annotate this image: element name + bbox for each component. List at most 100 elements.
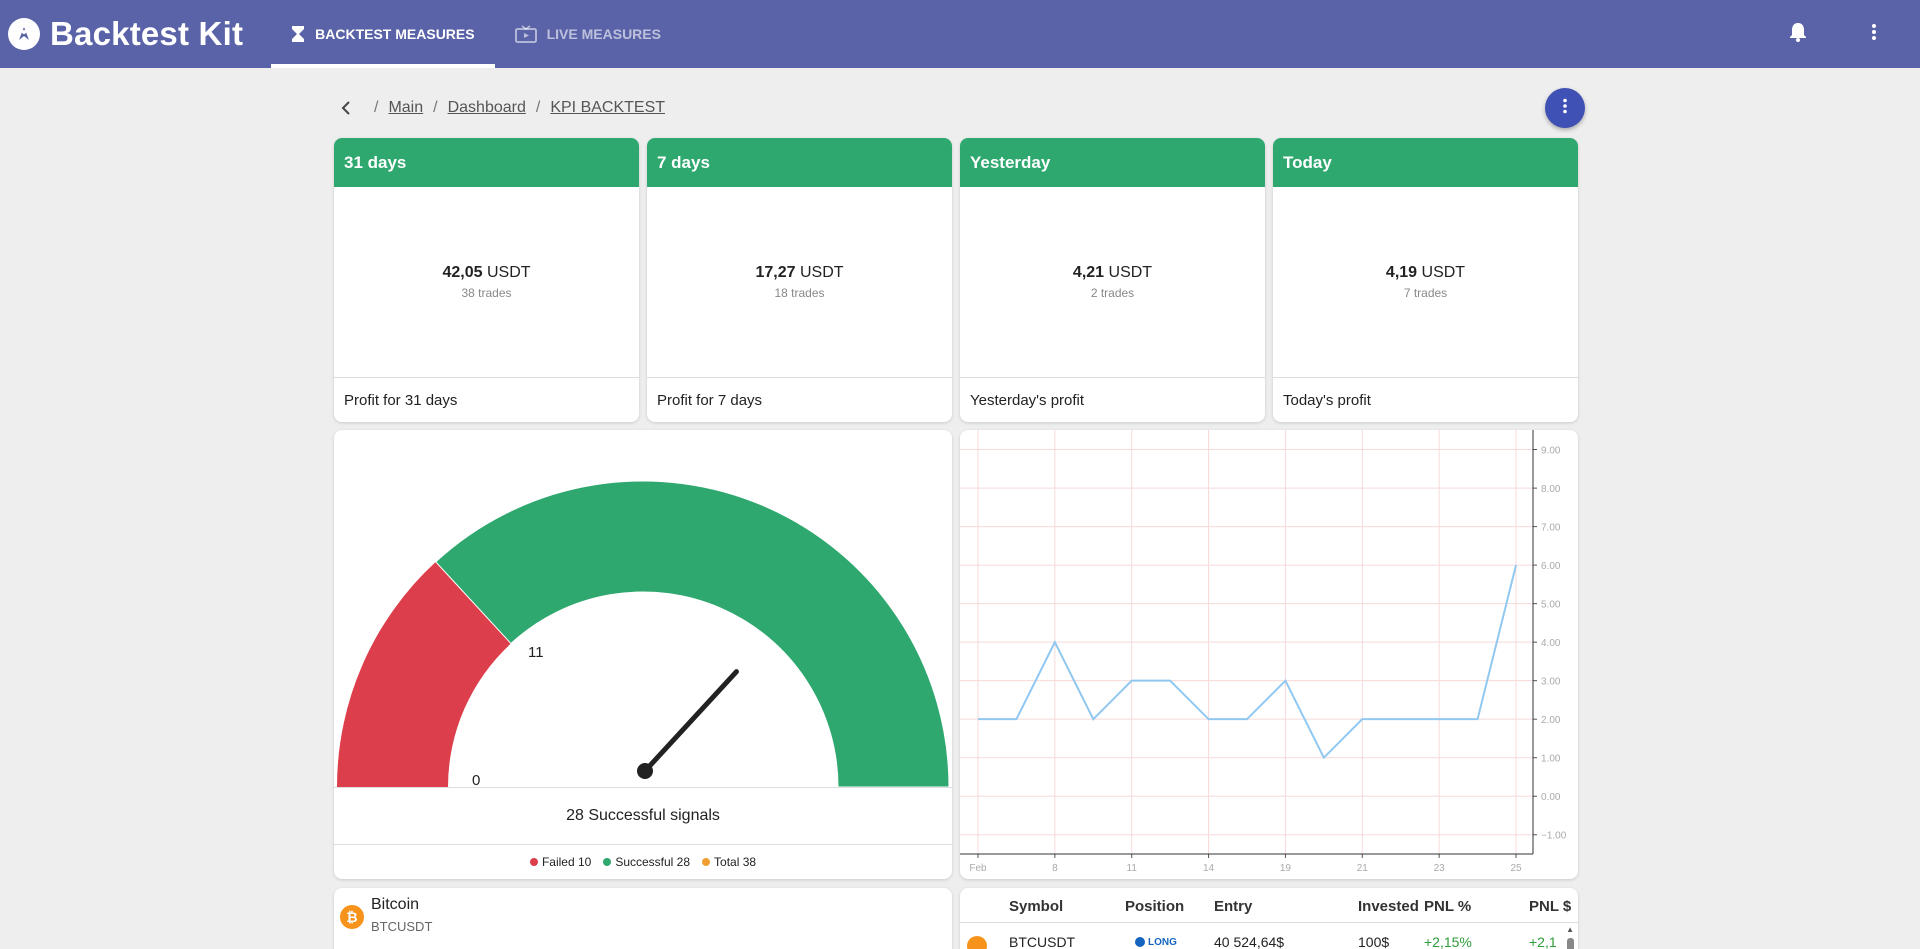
legend-failed: Failed 10 xyxy=(529,855,591,869)
x-tick-label: 21 xyxy=(1357,863,1369,874)
kpi-value: 4,19 USDT xyxy=(1385,264,1466,281)
chevron-left-icon xyxy=(341,101,350,115)
coin-symbol: BTCUSDT xyxy=(371,919,433,934)
logo-icon xyxy=(8,18,40,50)
cell-symbol: BTCUSDT xyxy=(1009,934,1076,949)
signals-gauge-card: 0 11 28 Successful signals Failed 10 Suc… xyxy=(334,430,952,879)
y-tick-label: −1.00 xyxy=(1541,831,1567,842)
coin-name: Bitcoin xyxy=(371,896,420,913)
y-tick-label: 9.00 xyxy=(1541,446,1561,457)
tab-label: Backtest measures xyxy=(315,26,475,42)
cell-invested: 100$ xyxy=(1358,934,1390,949)
column-invested[interactable]: Invested xyxy=(1358,898,1419,915)
app-title: Backtest Kit xyxy=(50,15,244,52)
cell-pnl-pct: +2,15% xyxy=(1424,934,1472,949)
table-header: Symbol Position Entry Invested PNL % PNL… xyxy=(960,888,1578,923)
y-tick-label: 8.00 xyxy=(1541,484,1561,495)
bell-icon xyxy=(1789,22,1807,47)
column-symbol[interactable]: Symbol xyxy=(1009,898,1064,915)
positions-table: Symbol Position Entry Invested PNL % PNL… xyxy=(960,888,1578,949)
kpi-trades: 2 trades xyxy=(1090,286,1135,300)
legend-successful: Successful 28 xyxy=(603,855,690,869)
cell-entry: 40 524,64$ xyxy=(1214,934,1285,949)
kpi-footer: Today's profit xyxy=(1283,391,1371,409)
table-row[interactable]: BTCUSDT LONG 40 524,64$ 100$ +2,15% +2,1 xyxy=(960,924,1578,949)
live-tv-icon xyxy=(514,25,537,43)
gauge-threshold-label: 11 xyxy=(528,644,544,661)
more-vert-icon xyxy=(1562,98,1568,119)
page-actions-button[interactable] xyxy=(1545,88,1585,128)
coin-card[interactable]: ₿ Bitcoin BTCUSDT xyxy=(334,888,952,949)
cell-pnl-usd: +2,1 xyxy=(1529,934,1557,949)
bitcoin-icon: ₿ xyxy=(340,905,364,929)
kpi-card-yesterday: Yesterday 4,21 USDT 2 trades Yesterday's… xyxy=(960,138,1265,422)
gauge-needle xyxy=(642,669,739,774)
kpi-footer: Profit for 31 days xyxy=(344,391,458,409)
y-tick-label: 5.00 xyxy=(1541,600,1561,611)
profit-line-chart: 9.00 8.00 7.00 6.00 5.00 4.00 3.00 2.00 1.00 0.00… xyxy=(960,430,1567,874)
gauge-successful-arc xyxy=(435,480,950,787)
legend-dot xyxy=(702,858,711,866)
kpi-value: 4,21 USDT xyxy=(1072,264,1153,281)
breadcrumb-main[interactable]: Main xyxy=(388,99,424,116)
x-tick-label: 8 xyxy=(1052,863,1058,874)
top-tabs: Backtest measures Live measures xyxy=(271,0,681,68)
gauge-caption: 28 Successful signals xyxy=(334,787,952,844)
kpi-value: 17,27 USDT xyxy=(755,264,844,281)
back-button[interactable] xyxy=(336,98,356,118)
tab-label: Live measures xyxy=(546,26,661,42)
gauge-failed-arc xyxy=(337,561,511,787)
cell-position: LONG xyxy=(1135,934,1177,949)
kpi-trades: 7 trades xyxy=(1403,286,1448,300)
column-pnl-pct[interactable]: PNL % xyxy=(1424,898,1472,915)
app-logo[interactable]: Backtest Kit xyxy=(8,0,243,68)
kpi-trades: 18 trades xyxy=(774,286,825,300)
gauge-needle-hub xyxy=(637,763,653,779)
column-position[interactable]: Position xyxy=(1125,898,1185,915)
kpi-footer: Yesterday's profit xyxy=(970,391,1085,409)
y-tick-label: 4.00 xyxy=(1541,638,1561,649)
x-tick-label: 19 xyxy=(1280,863,1292,874)
kpi-header: 7 days xyxy=(647,138,952,187)
x-tick-label: 11 xyxy=(1127,863,1138,874)
more-menu-button[interactable] xyxy=(1854,14,1894,54)
tab-backtest-measures[interactable]: Backtest measures xyxy=(271,0,496,68)
x-tick-label: 14 xyxy=(1203,863,1215,874)
scroll-up-arrow-icon[interactable]: ▲ xyxy=(1566,925,1574,934)
series-line xyxy=(978,564,1517,760)
long-dot-icon xyxy=(1135,937,1145,947)
gauge-min-label: 0 xyxy=(472,772,480,787)
y-tick-label: 6.00 xyxy=(1541,561,1561,572)
notifications-button[interactable] xyxy=(1778,14,1818,54)
kpi-card-today: Today 4,19 USDT 7 trades Today's profit xyxy=(1273,138,1578,422)
profit-line-chart-card: 9.00 8.00 7.00 6.00 5.00 4.00 3.00 2.00 1.00 0.00… xyxy=(960,430,1578,879)
column-entry[interactable]: Entry xyxy=(1214,898,1253,915)
y-tick-label: 3.00 xyxy=(1541,677,1561,688)
app-bar: Backtest Kit Backtest measures Live meas… xyxy=(0,0,1920,68)
legend-total: Total 38 xyxy=(702,855,756,869)
more-vert-icon xyxy=(1871,23,1877,46)
scrollbar-thumb[interactable] xyxy=(1567,938,1574,949)
kpi-header: Yesterday xyxy=(960,138,1265,187)
kpi-trades: 38 trades xyxy=(461,286,512,300)
legend-dot xyxy=(603,858,612,866)
legend-dot xyxy=(529,858,538,866)
tab-live-measures[interactable]: Live measures xyxy=(495,0,681,68)
bitcoin-icon xyxy=(967,936,987,949)
y-tick-label: 1.00 xyxy=(1541,754,1561,765)
x-tick-label: Feb xyxy=(969,863,987,874)
y-tick-label: 2.00 xyxy=(1541,715,1561,726)
kpi-card-31-days: 31 days 42,05 USDT 38 trades Profit for … xyxy=(334,138,639,422)
kpi-header: 31 days xyxy=(334,138,639,187)
column-pnl-usd[interactable]: PNL $ xyxy=(1529,898,1572,915)
breadcrumb-kpi-backtest[interactable]: KPI BACKTEST xyxy=(550,99,666,116)
kpi-value: 42,05 USDT xyxy=(442,264,531,281)
hourglass-icon xyxy=(291,25,305,43)
breadcrumb: / Main / Dashboard / KPI BACKTEST xyxy=(336,96,665,120)
x-tick-label: 23 xyxy=(1434,863,1446,874)
y-tick-label: 0.00 xyxy=(1541,792,1561,803)
signals-gauge: 0 11 xyxy=(337,480,950,787)
gauge-legend: Failed 10 Successful 28 Total 38 xyxy=(334,844,952,879)
x-tick-label: 25 xyxy=(1510,863,1522,874)
breadcrumb-dashboard[interactable]: Dashboard xyxy=(447,99,526,116)
